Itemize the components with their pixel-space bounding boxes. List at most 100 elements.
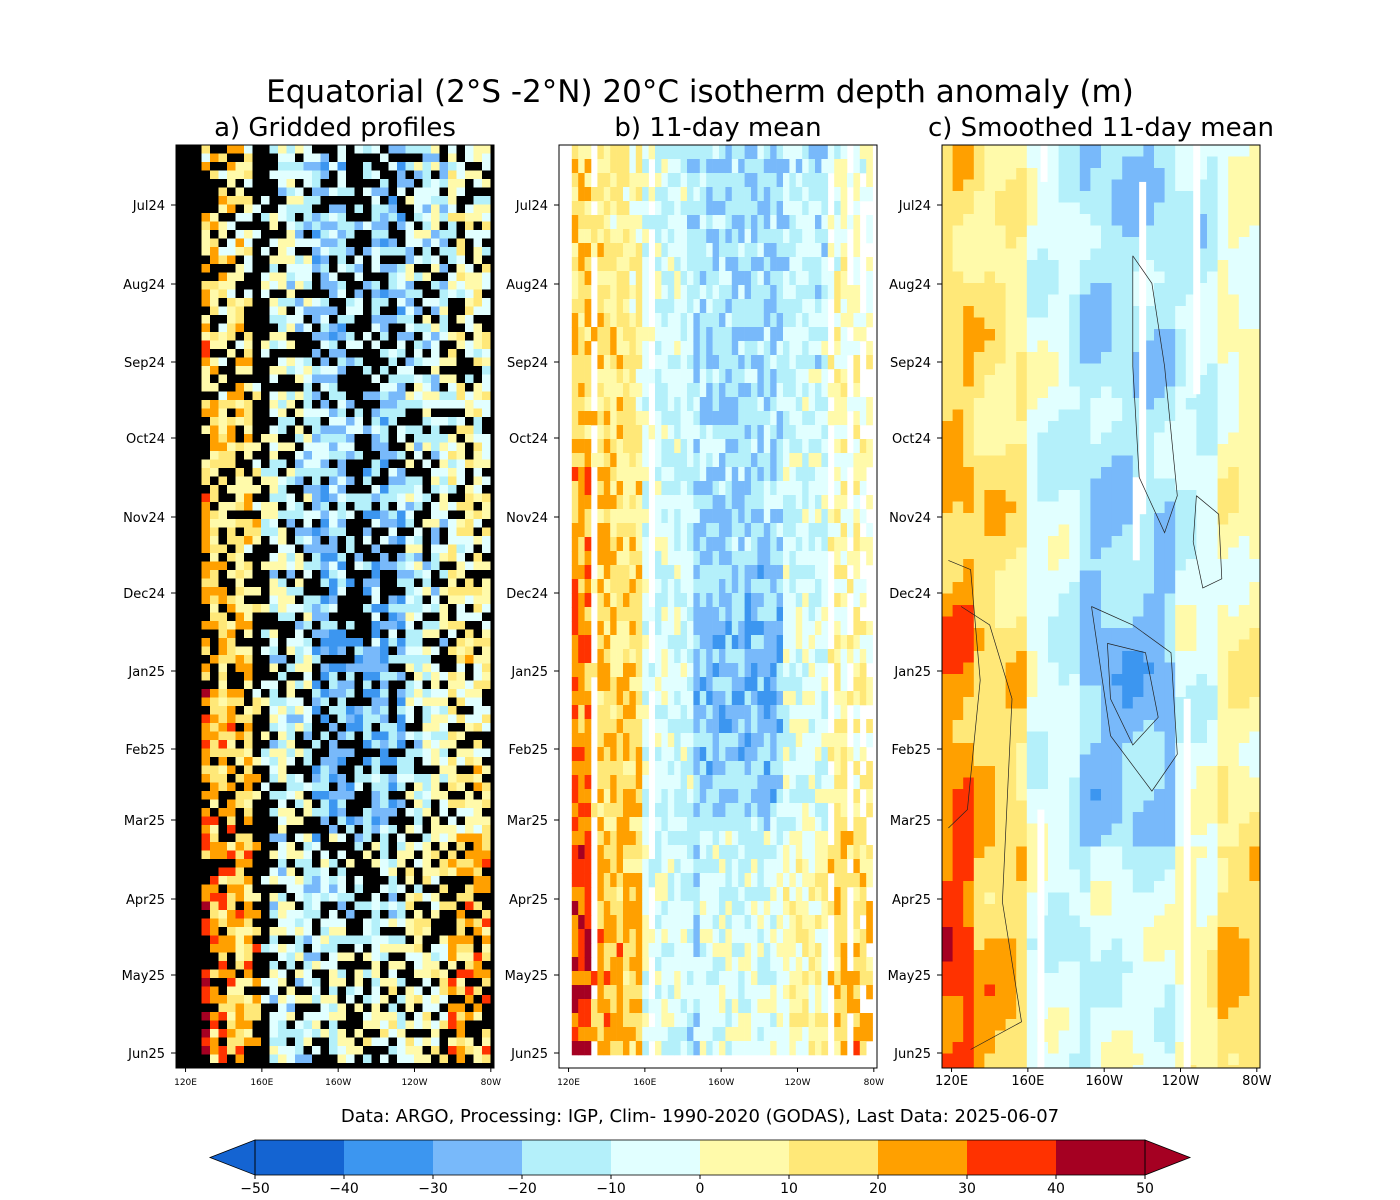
heatmap-cell	[706, 971, 713, 986]
heatmap-cell	[667, 663, 675, 678]
heatmap-cell	[616, 285, 624, 300]
heatmap-cell	[286, 264, 295, 273]
heatmap-cell	[815, 551, 822, 566]
heatmap-cell	[776, 411, 784, 426]
heatmap-cell	[731, 943, 739, 958]
heatmap-cell	[815, 187, 822, 202]
heatmap-cell	[623, 733, 630, 748]
heatmap-cell	[597, 761, 605, 776]
heatmap-cell	[380, 213, 389, 222]
heatmap-cell	[201, 400, 210, 409]
heatmap-cell	[738, 593, 745, 608]
heatmap-cell	[584, 397, 592, 412]
heatmap-cell	[380, 672, 389, 681]
heatmap-cell	[789, 719, 797, 734]
heatmap-cell	[795, 341, 803, 356]
heatmap-cell	[422, 1012, 431, 1021]
heatmap-cell	[719, 943, 726, 958]
heatmap-cell	[439, 204, 448, 213]
heatmap-cell	[603, 285, 611, 300]
heatmap-cell	[354, 774, 363, 783]
heatmap-cell	[783, 859, 790, 874]
heatmap-cell	[482, 629, 491, 638]
heatmap-cell	[346, 544, 355, 553]
heatmap-cell	[329, 1003, 338, 1012]
heatmap-cell	[578, 313, 585, 328]
heatmap-cell	[661, 439, 669, 454]
heatmap-cell	[244, 570, 253, 579]
heatmap-cell	[699, 579, 707, 594]
y-tick-label: Oct24	[126, 432, 165, 447]
heatmap-cell	[473, 204, 482, 213]
heatmap-cell	[680, 453, 688, 468]
heatmap-cell	[218, 714, 227, 723]
heatmap-cell	[380, 349, 389, 358]
heatmap-cell	[218, 680, 227, 689]
heatmap-cell	[744, 845, 752, 860]
heatmap-cell	[448, 187, 457, 196]
heatmap-cell	[405, 544, 414, 553]
heatmap-cell	[776, 369, 784, 384]
heatmap-cell	[329, 536, 338, 545]
heatmap-cell	[667, 271, 675, 286]
heatmap-cell	[642, 159, 649, 174]
heatmap-cell	[439, 740, 448, 749]
heatmap-cell	[210, 723, 219, 732]
heatmap-cell	[776, 831, 784, 846]
heatmap-cell	[210, 765, 219, 774]
heatmap-cell	[303, 536, 312, 545]
heatmap-cell	[655, 887, 662, 902]
heatmap-cell	[397, 978, 406, 987]
heatmap-cell	[802, 201, 809, 216]
heatmap-cell	[776, 915, 784, 930]
heatmap-cell	[687, 369, 694, 384]
heatmap-cell	[712, 593, 720, 608]
heatmap-cell	[629, 733, 637, 748]
heatmap-cell	[320, 867, 329, 876]
heatmap-cell	[731, 495, 739, 510]
heatmap-cell	[473, 332, 482, 341]
heatmap-cell	[286, 1003, 295, 1012]
heatmap-cell	[744, 1013, 752, 1028]
heatmap-cell	[482, 842, 491, 851]
heatmap-cell	[795, 705, 803, 720]
heatmap-cell	[210, 340, 219, 349]
heatmap-cell	[751, 775, 758, 790]
heatmap-cell	[680, 789, 688, 804]
heatmap-cell	[380, 221, 389, 230]
heatmap-cell	[210, 1029, 219, 1038]
heatmap-cell	[337, 969, 346, 978]
heatmap-cell	[789, 299, 797, 314]
heatmap-cell	[482, 391, 491, 400]
heatmap-cell	[329, 349, 338, 358]
heatmap-cell	[603, 257, 611, 272]
heatmap-cell	[269, 434, 278, 443]
heatmap-cell	[789, 481, 797, 496]
heatmap-cell	[687, 915, 694, 930]
heatmap-cell	[312, 493, 321, 502]
heatmap-cell	[371, 264, 380, 273]
heatmap-cell	[661, 1013, 669, 1028]
heatmap-cell	[706, 565, 713, 580]
heatmap-cell	[286, 391, 295, 400]
heatmap-cell	[414, 230, 423, 239]
heatmap-cell	[699, 425, 707, 440]
heatmap-cell	[397, 349, 406, 358]
heatmap-cell	[456, 927, 465, 936]
heatmap-cell	[603, 551, 611, 566]
heatmap-cell	[629, 1013, 637, 1028]
heatmap-cell	[295, 706, 304, 715]
heatmap-cell	[218, 876, 227, 885]
heatmap-cell	[821, 887, 829, 902]
heatmap-cell	[770, 649, 777, 664]
heatmap-cell	[821, 663, 829, 678]
heatmap-cell	[303, 519, 312, 528]
heatmap-cell	[725, 705, 733, 720]
heatmap-cell	[312, 553, 321, 562]
heatmap-cell	[584, 145, 592, 160]
heatmap-cell	[802, 341, 809, 356]
heatmap-cell	[667, 467, 675, 482]
heatmap-cell	[693, 509, 701, 524]
heatmap-cell	[597, 229, 605, 244]
heatmap-cell	[751, 173, 758, 188]
